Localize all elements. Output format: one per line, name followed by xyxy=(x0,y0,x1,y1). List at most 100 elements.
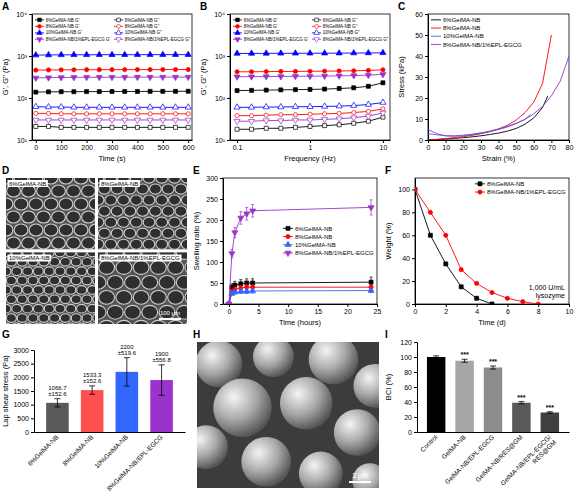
marker xyxy=(110,68,114,72)
marker xyxy=(292,118,298,123)
error-cap xyxy=(490,366,496,367)
pore xyxy=(67,185,81,197)
x-axis-tick-label: 40 xyxy=(495,144,503,151)
y-axis-tick-mark xyxy=(220,283,223,284)
marker xyxy=(337,87,341,91)
x-axis-tick: 1 xyxy=(309,140,313,151)
marker xyxy=(381,68,385,72)
legend-marker xyxy=(315,18,319,22)
legend-item: 10%GelMA-NB G' xyxy=(233,30,280,36)
marker xyxy=(459,285,463,289)
x-axis-tick: 50 xyxy=(513,140,521,151)
marker xyxy=(249,119,255,124)
y-axis-tick: 0 xyxy=(406,301,415,308)
error-cap xyxy=(124,357,130,358)
plot-area: 0.111010¹10²10³10⁴Frequency (Hz)G', G'' … xyxy=(199,11,391,163)
series-group xyxy=(415,187,540,304)
bar xyxy=(455,361,473,432)
marker xyxy=(322,112,326,116)
panel-letter: C xyxy=(398,1,405,12)
y-axis-tick-mark xyxy=(425,119,428,120)
legend-label: 6%GelMA-NB G'' xyxy=(323,18,358,23)
x-axis: 01020304050607080 xyxy=(427,140,574,151)
marker xyxy=(134,75,140,80)
marker xyxy=(33,76,39,81)
legend-item: 8%GelMA-NB/1%EPL-EGCG xyxy=(475,189,566,195)
legend-item: 8%GelMA-NB/1%EPL-EGCG G' xyxy=(35,37,111,43)
pore xyxy=(12,323,22,324)
y-axis-tick-label: 60 xyxy=(415,11,423,18)
y-axis-tick-label: 150 xyxy=(206,238,218,245)
significance-label: *** xyxy=(546,404,554,411)
legend: 6%GelMA-NB8%GelMA-NB10%GelMA-NB8%GelMA-N… xyxy=(283,226,374,257)
y-axis-tick-label: 10¹ xyxy=(215,137,226,144)
panel-letter: D xyxy=(2,165,9,176)
microsphere xyxy=(241,437,291,487)
y-axis-tick-label: 500 xyxy=(17,415,29,422)
error-cap xyxy=(547,413,553,414)
pore xyxy=(98,195,104,205)
legend-marker xyxy=(235,30,240,35)
legend-label: 8%GelMA-NB xyxy=(487,181,524,187)
y-axis-tick: 60 xyxy=(402,232,415,239)
plot-area: 0500100015002000250030006%GelMA-NB8%GelM… xyxy=(1,344,186,492)
marker xyxy=(148,125,152,129)
marker xyxy=(71,104,77,109)
y-axis-tick: 80 xyxy=(404,369,417,376)
x-axis-tick-label: 100 xyxy=(56,144,68,151)
x-axis-tick-mark xyxy=(499,140,500,143)
marker xyxy=(185,104,191,109)
pore xyxy=(159,276,175,290)
y-axis-tick-label: 0 xyxy=(25,429,29,436)
panel-letter: I xyxy=(385,329,388,340)
x-axis-tick-label: 0 xyxy=(414,308,418,315)
x-axis-tick: 6%GelMA-NB xyxy=(26,432,60,467)
y-axis-tick-mark xyxy=(29,98,32,99)
y-axis: 020406080100120 xyxy=(400,339,417,436)
pore xyxy=(77,267,87,276)
x-axis-tick: 8%GelMA-NB xyxy=(61,432,95,467)
marker xyxy=(244,212,250,217)
x-axis-tick-label: GelMA-NB xyxy=(440,433,467,460)
y-axis-tick: 20 xyxy=(404,414,417,421)
pore xyxy=(67,211,81,223)
pore xyxy=(7,237,21,249)
marker xyxy=(249,70,253,74)
x-axis-tick-label: 600 xyxy=(183,144,195,151)
legend-marker xyxy=(37,30,42,35)
sem-image: 8%GelMA-NB xyxy=(79,162,199,261)
error-stem xyxy=(464,359,465,362)
pore xyxy=(111,228,123,238)
pore xyxy=(125,276,141,290)
x-axis-tick-label: 25 xyxy=(374,308,382,315)
marker xyxy=(148,112,152,116)
marker xyxy=(96,75,102,80)
pore xyxy=(7,211,21,223)
y-axis-tick-label: 0 xyxy=(214,301,218,308)
figure: A010020030040050060010¹10²10³10⁴Time (s)… xyxy=(0,0,575,492)
legend: 6%GelMA-NB G'8%GelMA-NB G'10%GelMA-NB G'… xyxy=(233,18,388,43)
y-axis-tick-mark xyxy=(227,98,230,99)
image-background xyxy=(6,253,95,325)
y-axis-tick-label: 10¹ xyxy=(17,137,28,144)
y-axis-tick-mark xyxy=(227,56,230,57)
error-cap xyxy=(251,217,254,218)
microsphere xyxy=(299,452,343,489)
error-cap xyxy=(89,385,95,386)
marker xyxy=(110,112,114,116)
marker xyxy=(352,86,356,90)
pore xyxy=(22,211,36,223)
x-axis-tick: 10 xyxy=(380,140,388,151)
pore xyxy=(12,286,22,295)
legend-label: 6%GelMA-NB xyxy=(295,226,332,232)
pore xyxy=(50,295,60,304)
legend-item: 10%GelMA-NB xyxy=(431,33,484,39)
microsphere xyxy=(309,342,359,384)
pore xyxy=(137,206,149,216)
marker xyxy=(186,67,190,71)
legend-item: 8%GelMA-NB/1%EPL-EGCG xyxy=(283,250,374,256)
marker xyxy=(59,68,63,72)
pore xyxy=(107,276,123,290)
series-group xyxy=(234,49,386,131)
marker xyxy=(233,283,237,287)
